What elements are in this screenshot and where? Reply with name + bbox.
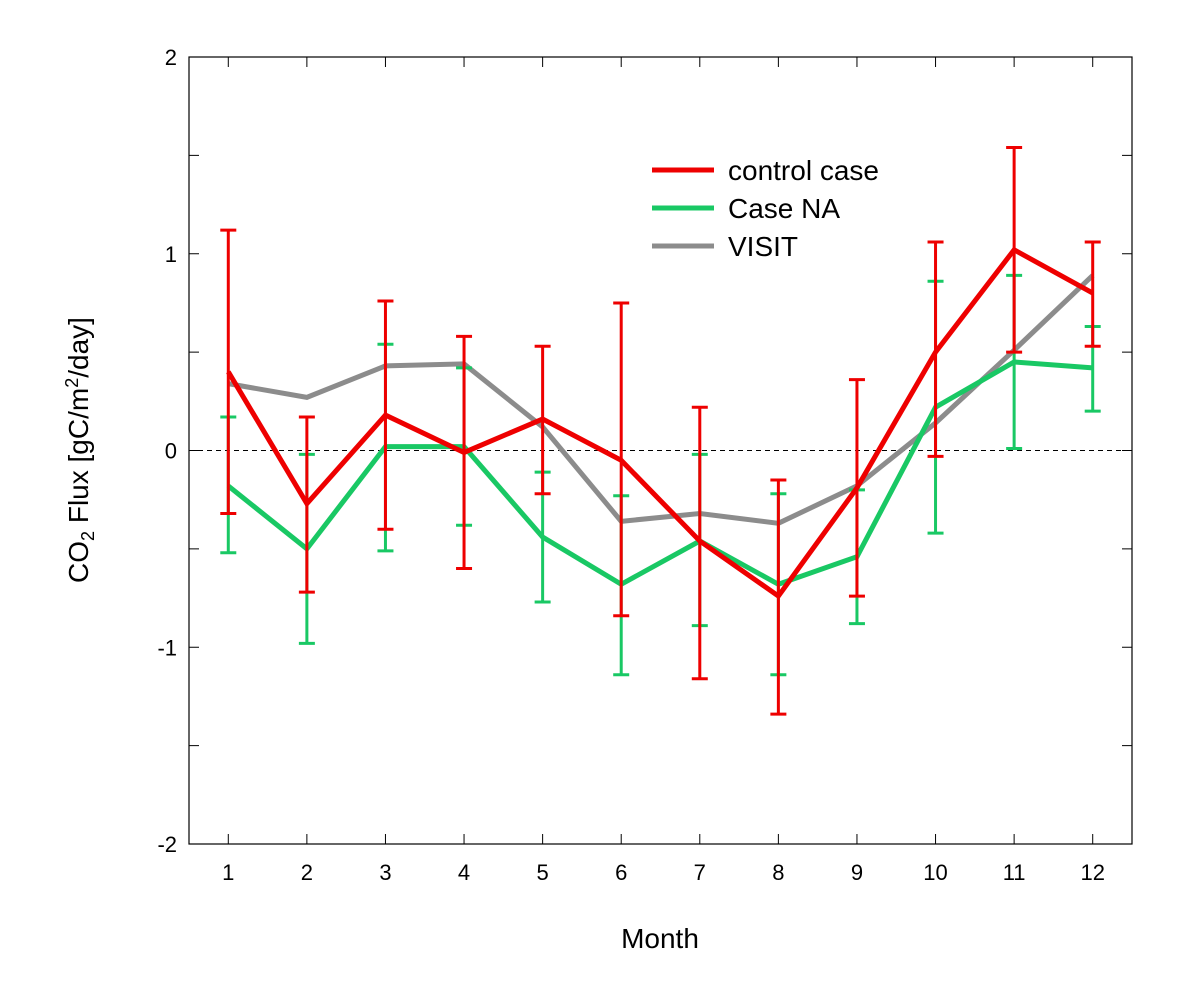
series-layer [220,146,1101,716]
legend-label: VISIT [728,231,798,262]
x-tick-label: 11 [1003,860,1026,885]
x-tick-label: 10 [923,860,947,885]
series-line [226,246,1094,600]
y-axis-title-part: /day] [63,317,94,378]
series-case-na [220,273,1101,677]
legend-label: control case [728,155,879,186]
series-line [227,273,1095,526]
x-tick-label: 6 [615,860,627,885]
x-tick-label: 1 [222,860,234,885]
y-tick-label: 2 [165,45,177,70]
y-tick-label: -1 [157,635,177,660]
x-axis-title: Month [621,923,699,954]
y-axis-title-superscript: 2 [62,378,82,388]
x-tick-label: 12 [1080,860,1104,885]
x-tick-label: 7 [694,860,706,885]
legend: control case Case NA VISIT [652,155,879,262]
series-control-case [220,146,1101,716]
x-tick-label: 2 [301,860,313,885]
x-tick-label: 9 [851,860,863,885]
y-axis-title-part: Flux [gC/m [63,388,94,531]
series-line [226,359,1093,588]
x-tick-label: 4 [458,860,470,885]
series-visit [227,273,1095,526]
x-tick-label: 3 [379,860,391,885]
y-tick-label: 1 [165,242,177,267]
y-tick-label: 0 [165,439,177,464]
y-axis-title-subscript: 2 [78,531,98,541]
legend-label: Case NA [728,193,840,224]
y-axis-title-part: CO [63,541,94,583]
y-tick-label: -2 [157,832,177,857]
y-axis-title: CO2 Flux [gC/m2/day] [62,317,98,583]
x-tick-label: 5 [537,860,549,885]
x-tick-label: 8 [772,860,784,885]
